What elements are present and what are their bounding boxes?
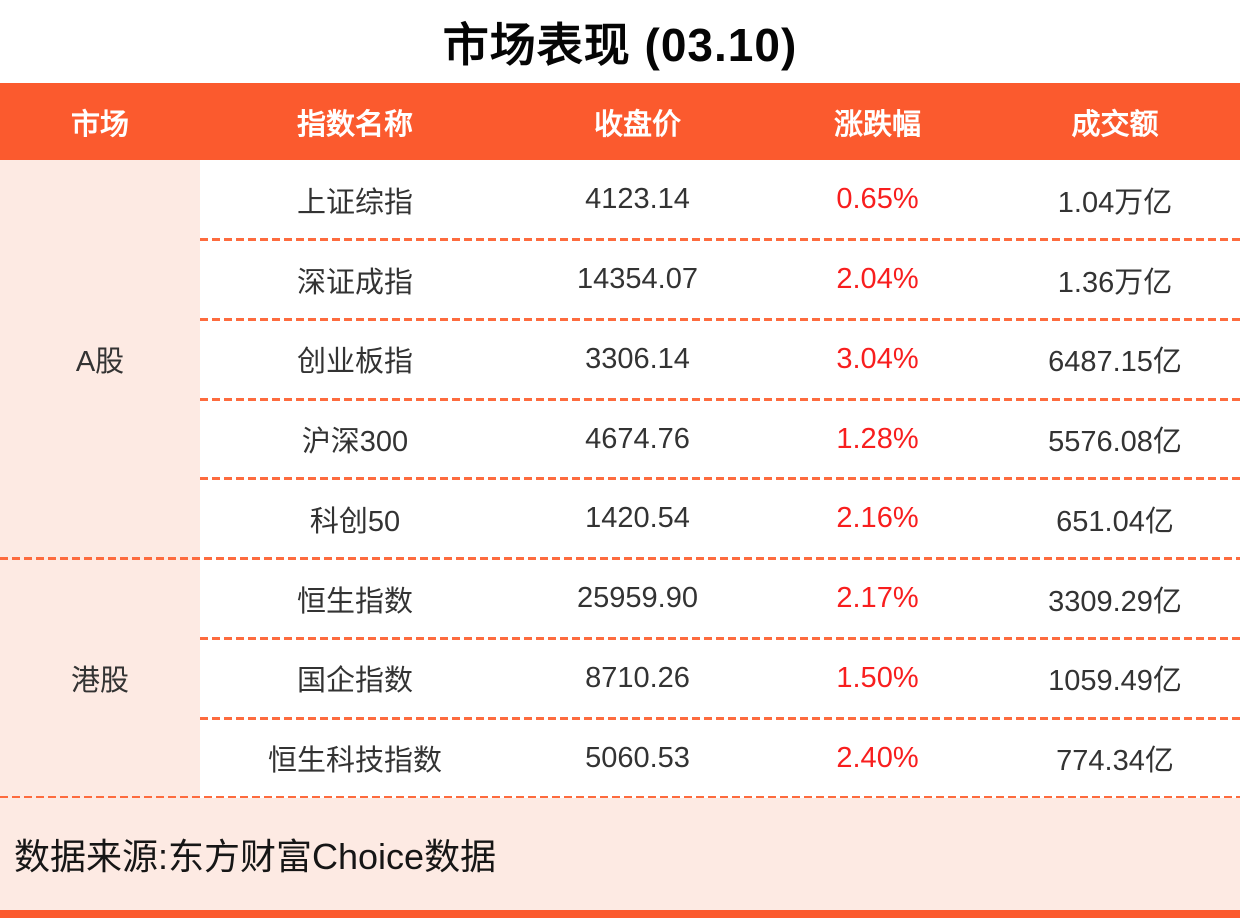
close-price-cell: 14354.07 xyxy=(510,239,765,320)
row-separator xyxy=(200,477,1240,480)
header-cell-market: 市场 xyxy=(0,83,200,160)
header-cell-index-name: 指数名称 xyxy=(200,83,510,160)
index-name-cell: 恒生科技指数 xyxy=(200,718,510,798)
change-percent-cell: 1.50% xyxy=(765,638,990,719)
title-band: 市场表现 (03.10) xyxy=(0,0,1240,83)
turnover-cell: 3309.29亿 xyxy=(990,558,1240,639)
index-name-cell: 创业板指 xyxy=(200,319,510,400)
row-separator xyxy=(200,318,1240,321)
index-name-cell: 沪深300 xyxy=(200,399,510,479)
change-percent-cell: 2.04% xyxy=(765,239,990,320)
index-name-cell: 深证成指 xyxy=(200,239,510,320)
footer: 数据来源:东方财富Choice数据 xyxy=(0,798,1240,910)
turnover-cell: 5576.08亿 xyxy=(990,399,1240,479)
change-percent-cell: 0.65% xyxy=(765,160,990,240)
turnover-cell: 651.04亿 xyxy=(990,479,1240,559)
close-price-cell: 4123.14 xyxy=(510,160,765,240)
change-percent-cell: 2.40% xyxy=(765,718,990,798)
page-title: 市场表现 (03.10) xyxy=(442,18,798,71)
market-group-cell-hk-shares: 港股 xyxy=(0,558,200,798)
bottom-accent-bar xyxy=(0,910,1240,918)
close-price-cell: 5060.53 xyxy=(510,718,765,798)
turnover-cell: 6487.15亿 xyxy=(990,319,1240,400)
header-cell-turnover: 成交额 xyxy=(990,83,1240,160)
data-source-text: 数据来源:东方财富Choice数据 xyxy=(14,836,497,877)
header-cell-change-percent: 涨跌幅 xyxy=(765,83,990,160)
row-separator xyxy=(200,717,1240,720)
row-separator xyxy=(200,637,1240,640)
close-price-cell: 4674.76 xyxy=(510,399,765,479)
close-price-cell: 1420.54 xyxy=(510,479,765,559)
market-table: 市场 指数名称 收盘价 涨跌幅 成交额 A股 上证综指 4123.14 0.65… xyxy=(0,83,1240,798)
index-name-cell: 上证综指 xyxy=(200,160,510,240)
change-percent-cell: 2.16% xyxy=(765,479,990,559)
turnover-cell: 1.04万亿 xyxy=(990,160,1240,240)
turnover-cell: 774.34亿 xyxy=(990,718,1240,798)
row-separator xyxy=(200,238,1240,241)
change-percent-cell: 3.04% xyxy=(765,319,990,400)
row-separator xyxy=(200,398,1240,401)
change-percent-cell: 1.28% xyxy=(765,399,990,479)
change-percent-cell: 2.17% xyxy=(765,558,990,639)
index-name-cell: 科创50 xyxy=(200,479,510,559)
market-group-cell-a-shares: A股 xyxy=(0,160,200,559)
header-cell-close-price: 收盘价 xyxy=(510,83,765,160)
index-name-cell: 国企指数 xyxy=(200,638,510,719)
turnover-cell: 1.36万亿 xyxy=(990,239,1240,320)
turnover-cell: 1059.49亿 xyxy=(990,638,1240,719)
close-price-cell: 25959.90 xyxy=(510,558,765,639)
close-price-cell: 3306.14 xyxy=(510,319,765,400)
index-name-cell: 恒生指数 xyxy=(200,558,510,639)
close-price-cell: 8710.26 xyxy=(510,638,765,719)
table-bottom-separator xyxy=(0,796,1240,799)
group-separator xyxy=(0,557,1240,560)
